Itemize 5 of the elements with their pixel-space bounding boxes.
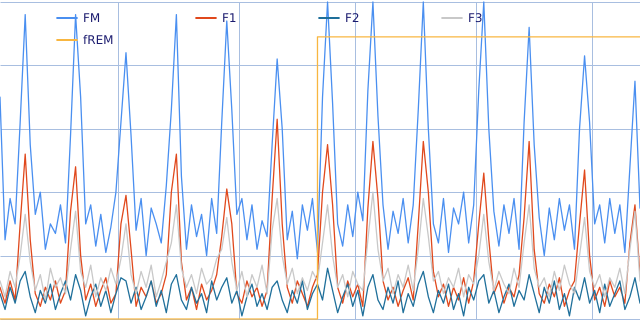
legend-label: F1 [222, 11, 237, 25]
legend-label: F2 [345, 11, 360, 25]
legend-label: fREM [83, 33, 114, 47]
legend-label: FM [83, 11, 100, 25]
legend-label: F3 [468, 11, 483, 25]
